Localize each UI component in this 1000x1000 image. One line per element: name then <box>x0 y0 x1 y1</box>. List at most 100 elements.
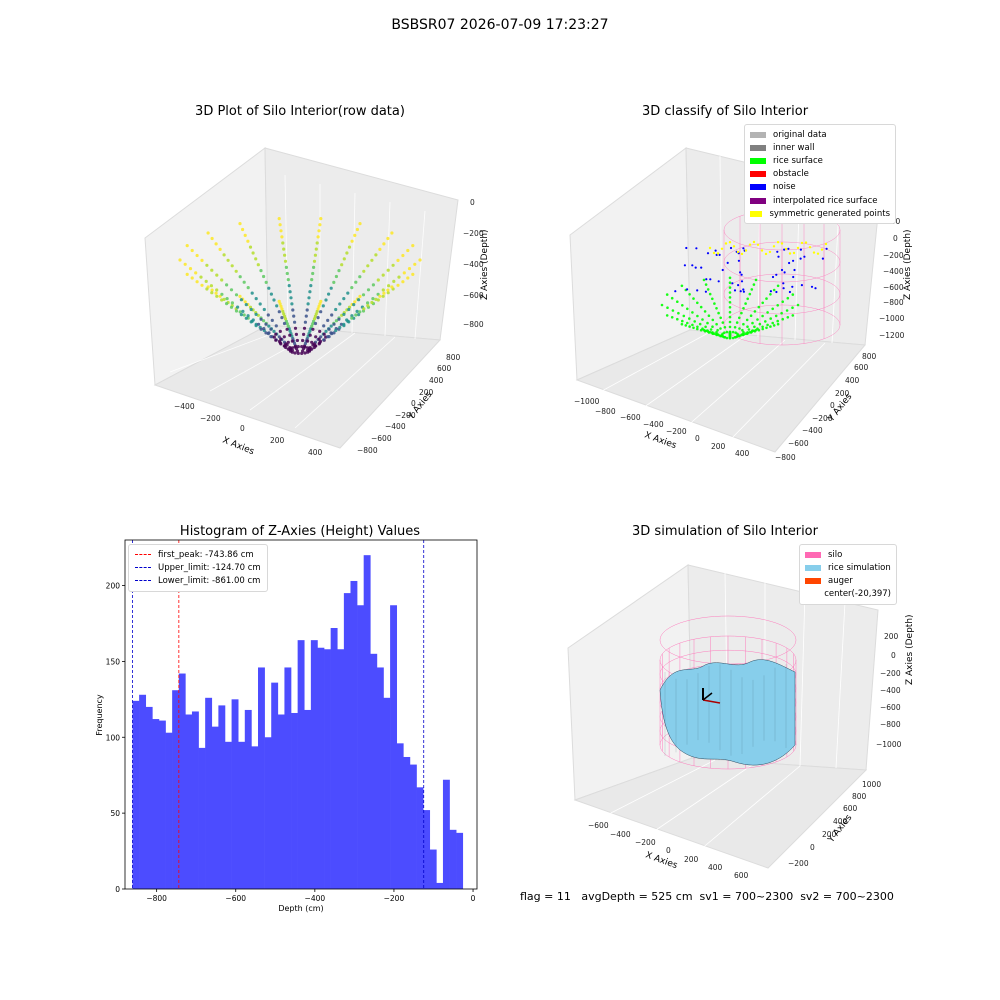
plot1-point <box>251 318 255 322</box>
plot1-point <box>305 308 309 312</box>
plot2-rice-point <box>796 303 800 307</box>
plot1-point <box>282 312 286 316</box>
histogram-bar <box>291 712 298 889</box>
plot2-rice-point <box>786 296 790 300</box>
legend-entry: silo <box>805 548 891 561</box>
plot2-ytick: 0 <box>830 401 835 410</box>
plot1-point <box>248 245 253 249</box>
plot2-rice-point <box>735 321 739 324</box>
plot1-point <box>314 247 318 251</box>
plot2-rice-point <box>786 316 790 319</box>
plot2-rice-point <box>750 330 754 333</box>
plot2-symmetric-point <box>772 245 776 248</box>
plot1-point <box>342 312 346 316</box>
plot2-rice-point <box>693 320 696 323</box>
plot2-rice-point <box>706 321 709 325</box>
plot1-point <box>378 247 382 251</box>
plot1-point <box>269 327 273 331</box>
plot2-noise-point <box>737 259 740 262</box>
plot2-rice-point <box>761 327 764 331</box>
histogram-bar <box>363 555 371 889</box>
plot2-rice-point <box>728 291 732 294</box>
histogram-bar <box>258 667 265 889</box>
plot2-rice-point <box>692 297 695 300</box>
plot2-rice-point <box>681 304 684 307</box>
plot2-rice-point <box>711 331 714 334</box>
histogram-title: Histogram of Z-Axies (Height) Values <box>179 524 421 539</box>
histogram-bar <box>172 690 180 889</box>
histogram-bar <box>383 697 391 889</box>
histogram-bar <box>145 706 153 889</box>
histogram-ytick-label: 150 <box>106 657 121 666</box>
plot1-point <box>246 239 250 243</box>
plot2-symmetric-point <box>796 246 800 250</box>
plot1-point <box>195 253 199 258</box>
plot4-rice-simulation-surface <box>659 659 796 766</box>
plot2-rice-point <box>733 335 737 339</box>
plot1-point <box>278 302 282 306</box>
plot1-point <box>318 341 322 345</box>
plot2-rice-point <box>747 328 751 331</box>
plot2-rice-point <box>742 333 745 336</box>
plot1-point <box>354 313 358 317</box>
plot2-noise-point <box>788 290 791 294</box>
plot2-noise-point <box>821 257 824 260</box>
plot4-ytick: 0 <box>810 843 815 852</box>
plot1-point <box>238 222 242 226</box>
plot2-rice-point <box>791 293 795 296</box>
plot2-rice-point <box>706 288 710 291</box>
plot1-point <box>285 327 289 331</box>
plot2-rice-point <box>665 293 669 296</box>
plot1-point <box>313 253 317 257</box>
plot4-ztick: 0 <box>891 651 896 660</box>
plot1-point <box>318 329 322 333</box>
plot1-yticks: −800 −600 −400 −200 0 200 400 600 800 <box>357 353 461 455</box>
histogram-bar <box>264 737 272 889</box>
plot1-point <box>362 269 366 273</box>
plot2-ytick: −600 <box>788 439 809 448</box>
plot1-point <box>311 327 315 331</box>
plot2-noise-point <box>718 253 721 256</box>
plot2-rice-point <box>766 323 769 327</box>
plot2-rice-point <box>719 327 722 330</box>
plot1-point <box>386 288 390 292</box>
plot1-point <box>277 217 281 221</box>
plot1-point <box>332 322 336 326</box>
plot1-point <box>200 283 204 287</box>
plot1-point <box>205 287 209 291</box>
plot2-rice-point <box>676 317 679 321</box>
plot2-noise-point <box>717 280 720 283</box>
plot1-point <box>295 338 299 343</box>
plot2-rice-point <box>703 330 707 333</box>
plot1-point <box>316 235 320 239</box>
plot2-noise-point <box>810 285 814 288</box>
plot1-point <box>358 294 362 298</box>
plot1-point <box>407 267 412 271</box>
plot1-point <box>254 297 258 301</box>
plot2-rice-point <box>735 335 739 338</box>
plot2-rice-point <box>753 310 757 313</box>
legend-label: rice surface <box>773 155 823 166</box>
plot4-xticks: −600 −400 −200 0 200 400 600 <box>588 821 749 880</box>
plot2-noise-point <box>769 290 772 293</box>
plot4-auger-arm2 <box>702 692 713 701</box>
plot1-point <box>250 291 254 295</box>
plot2-rice-point <box>715 322 718 326</box>
legend-label: silo <box>828 549 843 560</box>
histogram-bar <box>211 726 219 889</box>
plot2-noise-point <box>739 290 742 293</box>
plot1-ytick: −200 <box>395 411 416 420</box>
plot2-rice-point <box>781 300 784 304</box>
plot1-point <box>358 275 362 279</box>
plot1-point <box>346 291 350 295</box>
plot1-point <box>194 271 198 275</box>
plot2-rice-point <box>713 302 716 305</box>
plot1-point <box>215 294 219 298</box>
histogram-bar <box>158 720 166 889</box>
plot2-rice-point <box>740 311 743 315</box>
legend-line-icon <box>135 554 151 556</box>
plot1-point <box>206 231 210 235</box>
plot1-point <box>355 309 359 313</box>
plot2-noise-point <box>814 287 817 290</box>
plot2-rice-point <box>691 323 694 327</box>
